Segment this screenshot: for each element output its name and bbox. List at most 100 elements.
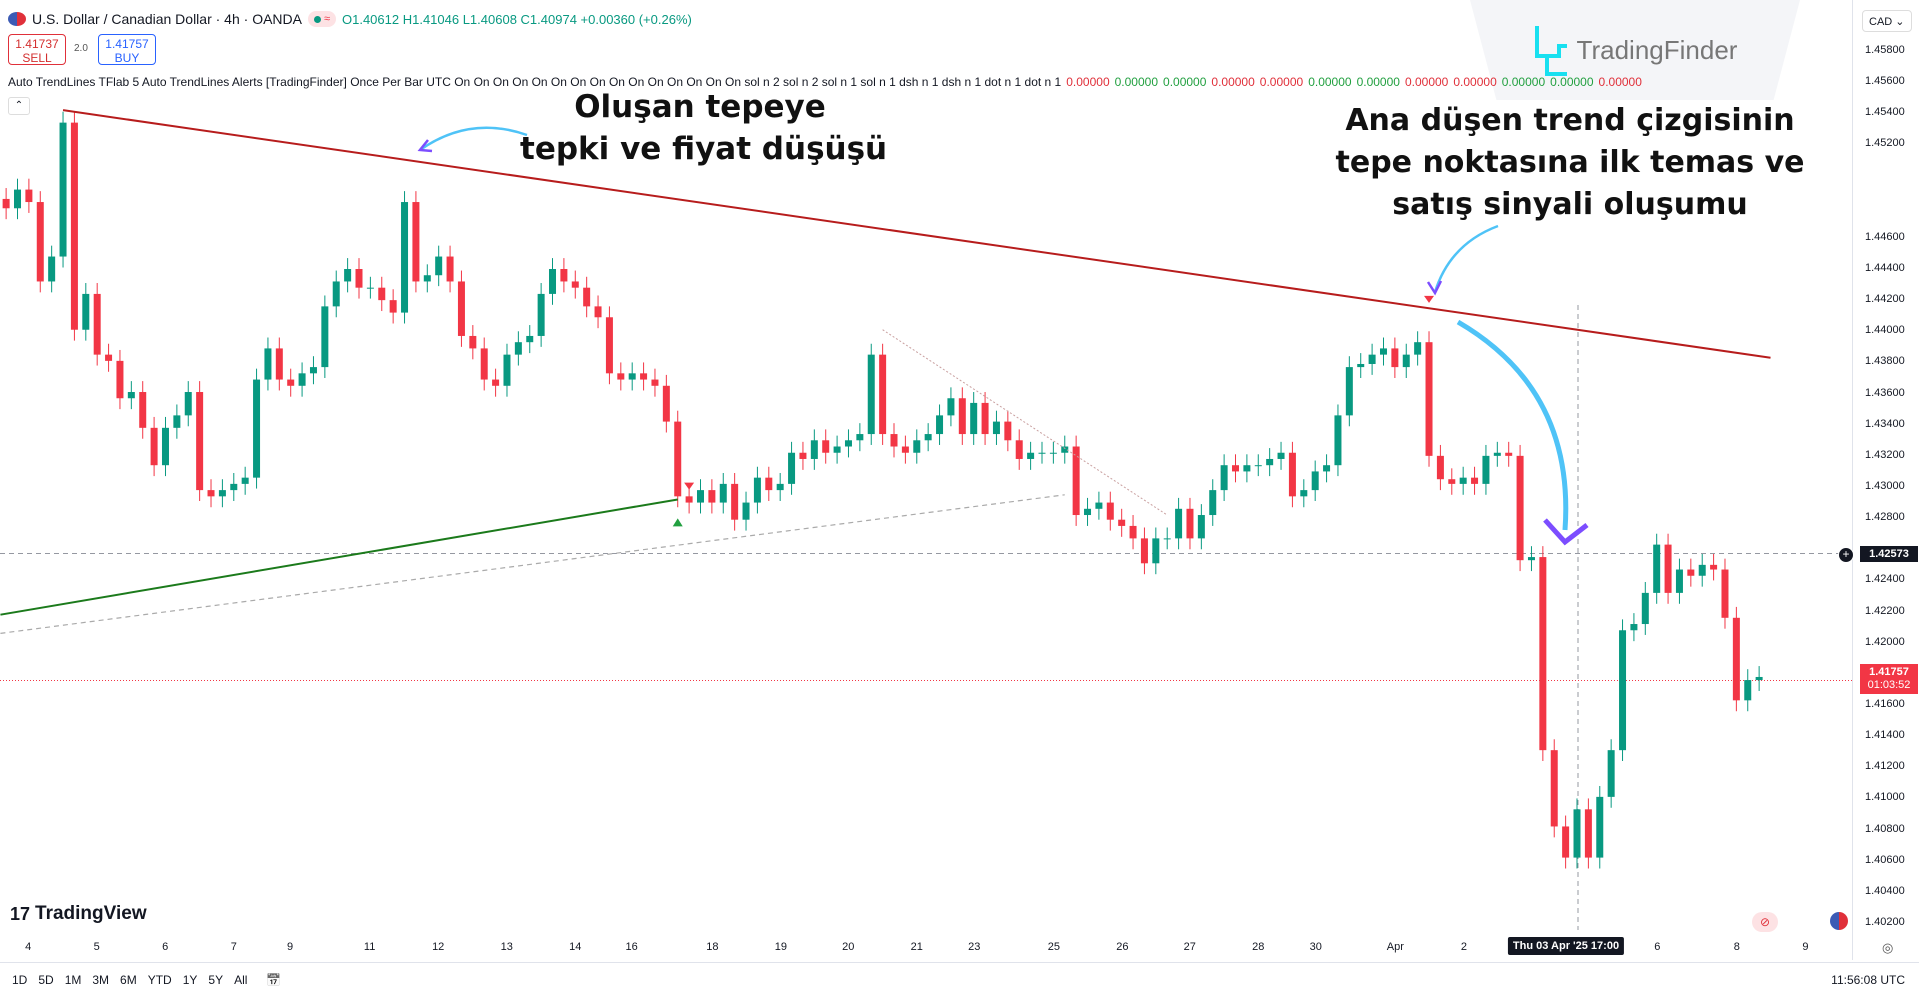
- candle-down: [1232, 465, 1240, 472]
- timeframe-6m[interactable]: 6M: [120, 972, 137, 987]
- candle-down: [640, 373, 648, 380]
- candle-down: [70, 122, 78, 330]
- timeframe-1d[interactable]: 1D: [12, 972, 28, 987]
- candle-up: [776, 483, 784, 491]
- candle-up: [344, 269, 352, 282]
- time-tick: 20: [842, 941, 855, 953]
- candle-down: [1106, 502, 1114, 520]
- timeframe-5d[interactable]: 5D: [38, 972, 54, 987]
- candle-up: [1323, 465, 1331, 472]
- time-tick: 23: [968, 941, 981, 953]
- candle-up: [742, 502, 750, 520]
- candle-down: [617, 373, 625, 380]
- candle-down: [150, 427, 158, 466]
- candle-down: [685, 496, 693, 503]
- candle-down: [196, 392, 204, 491]
- time-tick: 16: [625, 941, 638, 953]
- candle-up: [514, 342, 522, 355]
- candle-down: [583, 287, 591, 307]
- timeframe-1m[interactable]: 1M: [64, 972, 82, 987]
- candle-up: [321, 306, 329, 368]
- candle-up: [856, 434, 864, 441]
- trendline-dotted: [882, 329, 1168, 516]
- candle-down: [1186, 508, 1194, 539]
- timeframe-all[interactable]: All: [234, 972, 248, 987]
- candle-down: [1425, 342, 1433, 456]
- add-alert-plus-icon[interactable]: +: [1838, 547, 1854, 563]
- price-tick: 1.42400: [1865, 573, 1905, 586]
- symbol-title[interactable]: U.S. Dollar / Canadian Dollar · 4h · OAN…: [32, 11, 302, 27]
- annotation-line: satış sinyali oluşumu: [1392, 187, 1748, 222]
- tradingview-logo[interactable]: 17 TradingView: [10, 903, 147, 925]
- candle-up: [218, 490, 226, 497]
- chart-settings-icon[interactable]: ◎: [1882, 940, 1894, 955]
- tradingview-logo-icon: 17: [10, 903, 31, 924]
- price-tick: 1.43000: [1865, 480, 1905, 492]
- candle-up: [14, 189, 22, 209]
- candle-down: [958, 398, 966, 435]
- candle-down: [93, 293, 101, 355]
- candle-down: [765, 477, 773, 491]
- price-tick: 1.41400: [1865, 729, 1905, 742]
- candle-up: [1357, 363, 1365, 368]
- candle-down: [1118, 519, 1126, 526]
- price-tick: 1.43400: [1865, 417, 1905, 430]
- candle-up: [1698, 564, 1706, 576]
- bottom-toolbar: 11:56:08 UTC 1D 5D 1M 3M 6M YTD 1Y 5Y All 📅: [0, 962, 1919, 996]
- candle-up: [1095, 502, 1103, 509]
- candle-up: [1607, 750, 1615, 797]
- tradingfinder-logo-icon: [1534, 26, 1567, 76]
- time-tick: 11: [363, 941, 376, 953]
- candle-up: [503, 354, 511, 386]
- price-tick: 1.43200: [1865, 448, 1905, 461]
- price-tick: 1.41600: [1865, 698, 1905, 710]
- currency-select[interactable]: CAD ⌄: [1862, 10, 1912, 32]
- timeframe-ytd[interactable]: YTD: [147, 972, 172, 987]
- candle-up: [161, 427, 169, 466]
- collapse-legend-button[interactable]: ⌃: [8, 97, 30, 115]
- sell-button[interactable]: 1.41737 SELL: [8, 34, 66, 65]
- candle-up: [936, 415, 944, 435]
- price-tick: 1.43600: [1865, 386, 1905, 399]
- annotation-line: tepe noktasına ilk temas ve: [1335, 145, 1805, 180]
- candle-up: [696, 490, 704, 503]
- price-axis[interactable]: 1.45800 1.45600 1.45400 1.45200 1.44600 1.444…: [1852, 0, 1919, 960]
- timeframe-3m[interactable]: 3M: [92, 972, 110, 987]
- candle-up: [1619, 630, 1627, 751]
- calendar-icon[interactable]: 📅: [266, 972, 282, 987]
- candle-up: [309, 367, 317, 374]
- candle-up: [1493, 452, 1501, 456]
- candle-down: [492, 379, 500, 386]
- candle-down: [890, 434, 898, 447]
- time-tick: 14: [569, 941, 582, 953]
- price-tick: 1.41000: [1865, 791, 1905, 804]
- timeframe-1y[interactable]: 1Y: [182, 972, 198, 987]
- indicator-legend[interactable]: Auto TrendLines TFlab 5 Auto TrendLines …: [8, 75, 1642, 89]
- candle-down: [571, 281, 579, 288]
- time-tick: 19: [774, 941, 788, 953]
- candle-down: [457, 281, 465, 336]
- symbol-header: U.S. Dollar / Canadian Dollar · 4h · OAN…: [8, 11, 692, 27]
- timeframe-5y[interactable]: 5Y: [208, 972, 224, 987]
- bar-countdown: 01:03:52: [1867, 679, 1911, 691]
- events-icon[interactable]: ⊘: [1752, 912, 1778, 932]
- candle-up: [366, 287, 374, 289]
- candle-up: [788, 452, 796, 484]
- candle-up: [1459, 477, 1467, 484]
- price-chart[interactable]: [0, 0, 1852, 960]
- candle-down: [1391, 348, 1399, 368]
- indicator-value: 0.00000: [1501, 75, 1546, 89]
- buy-button[interactable]: 1.41757 BUY: [98, 34, 156, 65]
- indicator-value: 0.00000: [1211, 75, 1255, 89]
- crosshair-price-label: 1.42573: [1860, 546, 1918, 562]
- time-tick: 2: [1460, 941, 1467, 953]
- economic-calendar-flag-icon[interactable]: [1830, 912, 1848, 930]
- time-tick: 30: [1309, 941, 1322, 953]
- candle-down: [207, 490, 215, 497]
- time-tick: 9: [1802, 941, 1809, 953]
- candle-down: [105, 354, 113, 361]
- clock[interactable]: 11:56:08 UTC: [1831, 972, 1905, 987]
- candle-down: [1732, 617, 1740, 701]
- candle-up: [1653, 544, 1661, 593]
- market-status-icon[interactable]: ≈: [308, 11, 336, 27]
